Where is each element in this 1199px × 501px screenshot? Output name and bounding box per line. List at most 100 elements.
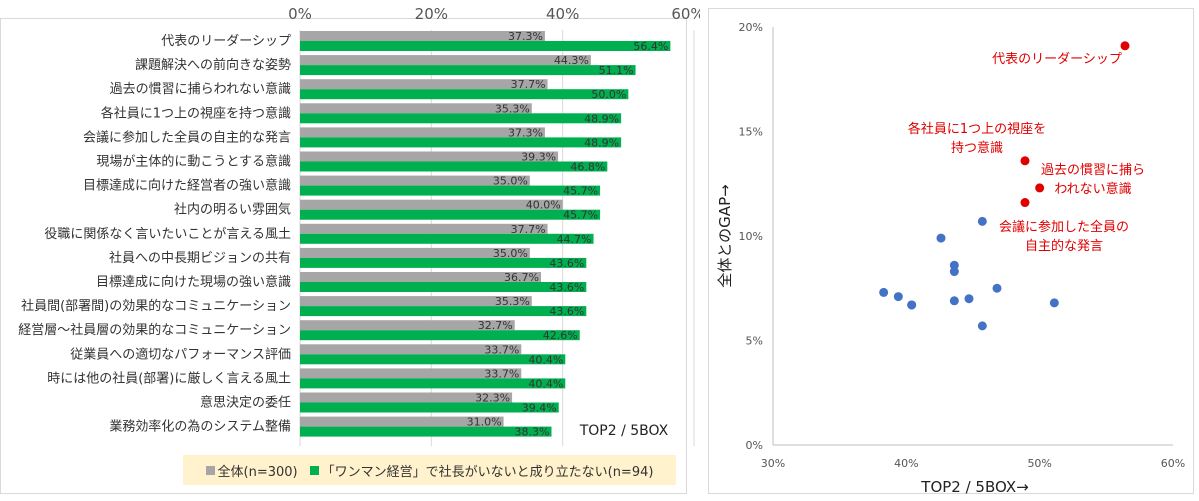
scatter-y-tick-label: 0% [746,439,763,452]
bar-overall [300,31,545,41]
bar-value-label: 50.0% [591,88,626,101]
bar-oneman [300,378,566,389]
scatter-point [977,321,987,331]
bar-category-label: 代表のリーダーシップ [161,34,291,49]
bar-oneman [300,113,622,124]
bar-category-label: 経営層～社員層の効果的なコミュニケーション [18,322,291,338]
bar-annotation: TOP2 / 5BOX [579,423,669,439]
scatter-point [977,216,987,226]
scatter-y-tick-label: 15% [739,126,763,139]
scatter-x-tick-label: 30% [761,457,785,470]
bar-overall [300,199,563,210]
bar-overall [300,103,532,114]
bar-category-label: 会議に参加した全員の自主的な発言 [83,129,291,145]
scatter-annotation-line: 自主的な発言 [1025,238,1103,254]
bar-value-label: 39.4% [522,402,557,415]
scatter-point-highlight [1120,41,1130,51]
bar-value-label: 37.3% [508,30,543,43]
legend-swatch-gray [205,465,215,475]
scatter-y-ticks: 0% 5% 10% 15% 20% [739,21,763,452]
bar-oneman [300,402,559,413]
bar-value-label: 35.0% [493,175,528,188]
bar-category-label: 課題解決への前向きな姿勢 [135,57,291,73]
bar-category-label: 時には他の社員(部署)に厳しく言える風土 [47,370,291,386]
bar-value-label: 45.7% [563,209,598,222]
bar-value-label: 43.6% [549,305,584,318]
bar-overall [300,296,532,307]
scatter-annotation-line: われない意識 [1054,181,1131,197]
bar-overall [300,247,530,258]
bar-value-label: 48.9% [584,112,619,125]
legend-swatch-green [309,465,319,475]
scatter-x-tick-label: 40% [894,457,918,470]
scatter-annotations: 代表のリーダーシップ各社員に1つ上の視座を持つ意識過去の慣習に捕らわれない意識会… [908,52,1145,254]
bar-value-label: 32.3% [475,392,510,405]
bar-x-ticks: 0% 20% 40% 60% [288,5,700,23]
bar-category-label: 現場が主体的に動こうとする意識 [96,154,291,170]
scatter-point-highlight [1020,198,1030,208]
scatter-x-ticks: 30% 40% 50% 60% [761,457,1185,470]
legend-label-overall: 全体(n=300) [217,464,298,480]
scatter-point-highlight [1020,156,1030,166]
scatter-point [949,267,959,277]
bar-overall [300,223,548,234]
bar-category-labels: 代表のリーダーシップ課題解決への前向きな姿勢過去の慣習に捕らわれない意識各社員に… [18,34,291,435]
bar-oneman [300,185,601,196]
bar-value-label: 40.4% [528,353,563,366]
bar-value-label: 33.7% [484,367,519,380]
bar-overall [300,416,504,427]
bar-x-tick-label: 40% [546,5,579,23]
bar-oneman [300,233,594,244]
bar-category-label: 業務効率化の為のシステム整備 [109,419,291,435]
bar-overall [300,55,591,66]
bar-oneman [300,65,636,76]
bar-value-label: 32.7% [478,319,513,332]
bar-oneman [300,330,580,341]
scatter-point [949,296,959,306]
bar-chart-frame [0,18,687,494]
bar-oneman [300,306,587,317]
bar-chart: 0% 20% 40% 60% 代表のリーダーシップ課題解決への前向きな姿勢過去の慣習に… [0,5,700,494]
bar-x-tick-label: 0% [288,5,312,23]
bar-value-label: 36.7% [504,271,539,284]
scatter-points [879,41,1130,331]
scatter-point [964,294,974,304]
bar-value-label: 35.3% [495,102,530,115]
scatter-annotation-line: 会議に参加した全員の [999,219,1129,235]
bar-oneman [300,89,629,100]
scatter-point [949,260,959,270]
bar-value-label: 31.0% [467,416,502,429]
bar-overall [300,127,545,138]
bar-value-label: 35.3% [495,295,530,308]
bar-value-label: 51.1% [599,64,634,77]
scatter-point [936,233,946,243]
bar-category-label: 役職に関係なく言いたいことが言える風土 [44,227,291,242]
bar-x-tick-label: 20% [415,5,448,23]
scatter-chart-frame [708,8,1194,494]
scatter-x-tick-label: 60% [1161,457,1185,470]
scatter-annotation-line: 持つ意識 [951,140,1003,156]
scatter-y-tick-label: 20% [739,21,763,34]
bar-value-label: 45.7% [563,185,598,198]
bar-category-label: 社員への中長期ビジョンの共有 [109,250,291,266]
bar-value-label: 42.6% [543,329,578,342]
bar-category-label: 従業員への適切なパフォーマンス評価 [70,346,291,362]
bar-category-label: 目標達成に向けた経営者の強い意識 [83,178,291,194]
bar-x-tick-label: 60% [671,5,700,23]
scatter-point-highlight [1035,183,1045,193]
legend-item-overall: 全体(n=300) [205,461,298,480]
bar-overall [300,320,515,331]
bar-value-label: 48.9% [584,136,619,149]
bar-oneman [300,41,671,51]
bar-value-label: 46.8% [570,161,605,174]
bar-value-label: 35.0% [493,247,528,260]
bar-oneman [300,209,601,220]
bar-oneman [300,161,608,172]
scatter-point [907,300,917,310]
bar-overall [300,344,522,355]
scatter-y-tick-label: 10% [739,230,763,243]
bar-oneman [300,354,566,365]
scatter-y-label: 全体とのGAP→ [716,184,734,287]
bar-value-label: 56.4% [633,40,668,53]
bar-value-label: 40.4% [528,377,563,390]
